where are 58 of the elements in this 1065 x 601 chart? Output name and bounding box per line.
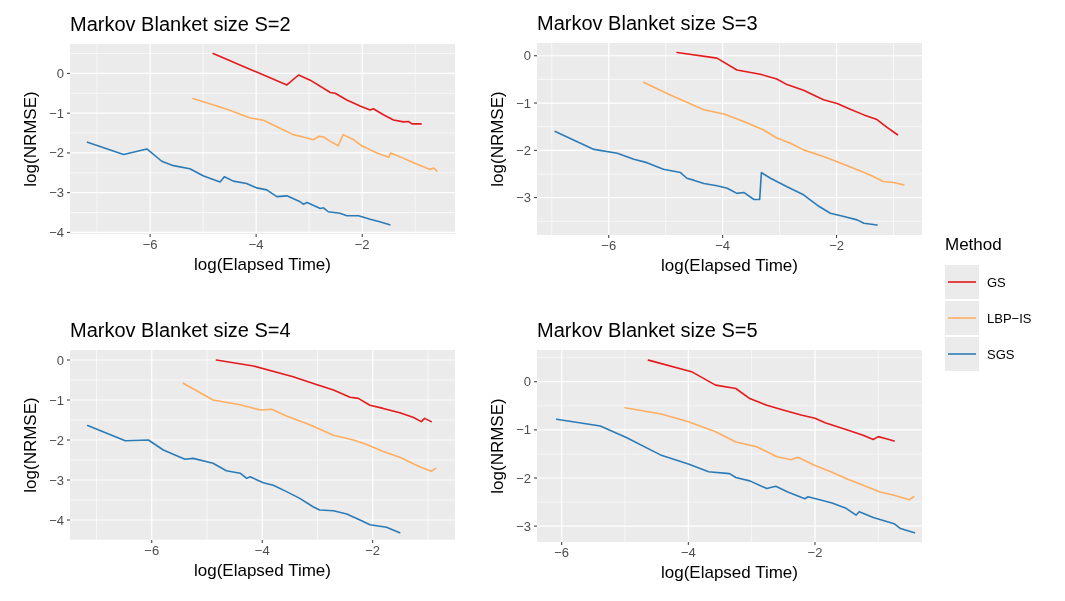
line-series (192, 97, 438, 172)
legend-label: LBP−IS (987, 311, 1032, 326)
x-axis-title: log(Elapsed Time) (193, 561, 332, 580)
x-tick-label: −6 (142, 237, 158, 252)
line-series (647, 359, 895, 442)
y-tick-label: 0 (56, 352, 64, 368)
x-tick-label: −4 (715, 238, 731, 253)
line-series (182, 382, 437, 472)
y-tick-label: −2 (516, 470, 531, 486)
x-tick-label: −2 (354, 237, 370, 252)
y-tick-label: −2 (516, 142, 531, 158)
legend-label: GS (987, 275, 1007, 290)
line-series (555, 418, 916, 534)
line-series (215, 359, 433, 423)
y-tick-label: 0 (56, 65, 64, 81)
y-tick-label: −4 (49, 224, 64, 240)
x-tick-label: −4 (248, 237, 264, 252)
line-series (676, 51, 899, 136)
legend-label: SGS (987, 347, 1015, 362)
y-tick-label: −1 (49, 392, 64, 408)
x-tick-label: −6 (554, 545, 570, 560)
line-series (212, 52, 422, 125)
line-series (86, 424, 401, 534)
y-axis-title: log(NRMSE) (21, 91, 40, 187)
y-tick-label: −1 (516, 422, 531, 438)
y-tick-label: 0 (523, 48, 531, 64)
x-tick-label: −4 (680, 545, 696, 560)
chart-title: Markov Blanket size S=2 (70, 13, 291, 35)
chart-title: Markov Blanket size S=5 (537, 319, 758, 341)
line-series (642, 81, 905, 186)
line-series (624, 406, 915, 501)
legend-title: Method (945, 235, 1002, 254)
x-axis-title: log(Elapsed Time) (193, 255, 332, 274)
y-tick-label: −2 (49, 145, 64, 161)
y-axis-title: log(NRMSE) (488, 398, 507, 494)
chart-title: Markov Blanket size S=3 (537, 12, 758, 34)
y-tick-label: −3 (49, 185, 64, 201)
y-tick-label: −2 (49, 432, 64, 448)
line-series (86, 141, 391, 226)
line-series (554, 130, 878, 226)
y-tick-label: −3 (516, 518, 531, 534)
x-tick-label: −4 (254, 543, 270, 558)
x-axis-title: log(Elapsed Time) (660, 563, 799, 582)
x-tick-label: −6 (601, 238, 617, 253)
y-tick-label: −1 (49, 105, 64, 121)
chart-title: Markov Blanket size S=4 (70, 319, 291, 341)
x-tick-label: −2 (365, 543, 381, 558)
y-tick-label: −3 (516, 190, 531, 206)
y-tick-label: −3 (49, 472, 64, 488)
y-tick-label: 0 (523, 374, 531, 390)
x-axis-title: log(Elapsed Time) (660, 256, 799, 275)
y-tick-label: −1 (516, 95, 531, 111)
x-tick-label: −6 (144, 543, 160, 558)
y-tick-label: −4 (49, 512, 64, 528)
y-axis-title: log(NRMSE) (21, 397, 40, 493)
y-axis-title: log(NRMSE) (488, 91, 507, 187)
x-tick-label: −2 (807, 545, 823, 560)
x-tick-label: −2 (829, 238, 844, 253)
